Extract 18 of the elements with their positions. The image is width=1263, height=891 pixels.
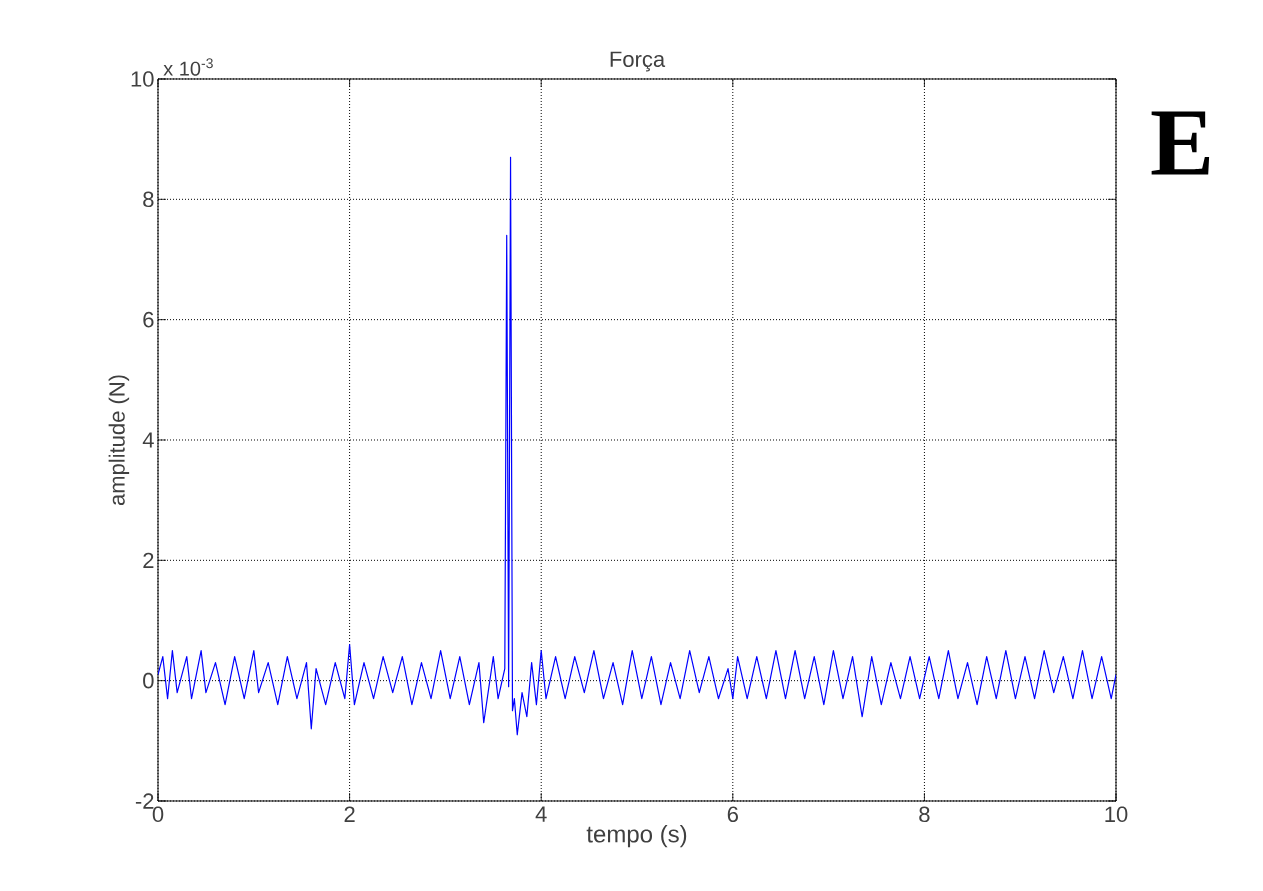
x-tick-label: 6 — [727, 806, 738, 823]
y-tick-label: -2 — [135, 793, 154, 809]
y-tick-label: 8 — [143, 191, 154, 208]
y-tick-label: 4 — [142, 432, 154, 448]
y-tick-label: 2 — [143, 552, 154, 568]
y-axis-title: amplitude (N) — [108, 375, 130, 506]
chart-title: Força — [610, 51, 666, 72]
y-tick-label: 10 — [131, 71, 154, 87]
x-tick-label: 4 — [535, 806, 547, 822]
text: x 10$^{-3}$ — [163, 58, 213, 76]
line-series — [158, 156, 1117, 736]
x-tick-label: 8 — [919, 806, 930, 823]
x-tick-label: 10 — [1105, 806, 1128, 823]
text: E — [1151, 111, 1210, 175]
x-tick-label: 2 — [344, 806, 355, 822]
x-axis-title: tempo (s) — [586, 824, 687, 848]
y-tick-label: 6 — [143, 311, 154, 328]
y-tick-label: 0 — [143, 672, 154, 689]
